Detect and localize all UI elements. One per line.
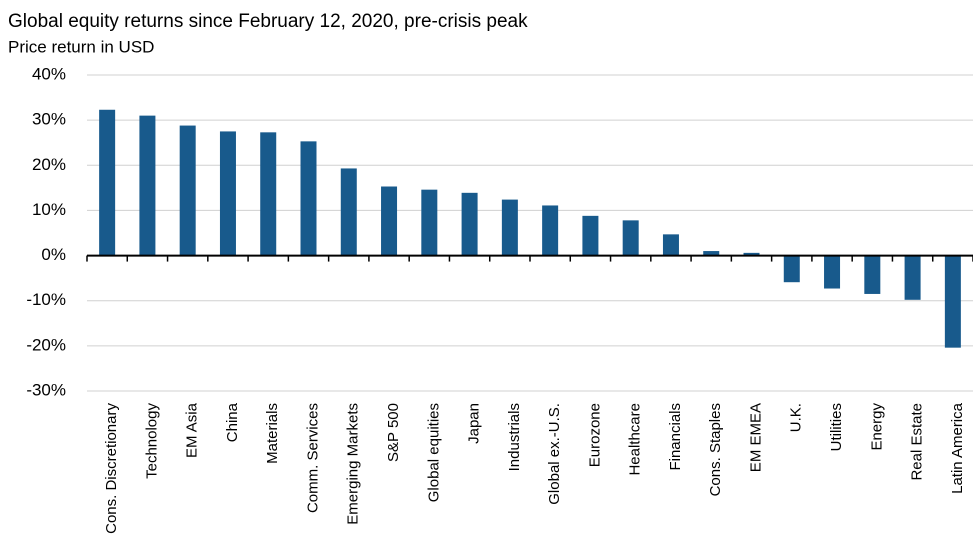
bar (219, 131, 236, 256)
x-tick-label: Materials (264, 403, 281, 464)
bar (864, 255, 881, 294)
bar (421, 189, 438, 256)
x-tick-label: Cons. Staples (707, 403, 724, 496)
bar (662, 234, 679, 256)
chart-subtitle: Price return in USD (8, 37, 154, 56)
bar (904, 255, 921, 300)
x-tick-label: Comm. Services (304, 403, 321, 513)
y-tick-label: 0% (41, 245, 66, 264)
bar (461, 192, 478, 256)
bar (582, 215, 599, 256)
bar (703, 251, 720, 256)
y-tick-label: -10% (26, 290, 66, 309)
y-tick-label: 10% (32, 200, 66, 219)
y-tick-label: 40% (32, 64, 66, 83)
bar (381, 186, 398, 256)
bar (743, 252, 760, 256)
x-tick-label: S&P 500 (385, 403, 402, 462)
x-tick-label: Energy (868, 403, 885, 451)
x-tick-label: Real Estate (909, 403, 926, 481)
y-tick-label: 20% (32, 155, 66, 174)
x-tick-label: Latin America (949, 402, 966, 494)
x-tick-label: Global equities (425, 403, 442, 502)
x-tick-label: Industrials (506, 403, 523, 471)
x-tick-label: Japan (466, 403, 483, 444)
x-tick-label: Technology (143, 403, 160, 479)
x-tick-label: Cons. Discretionary (103, 403, 120, 534)
x-tick-label: EM Asia (184, 402, 201, 458)
bar (783, 255, 800, 283)
bar (501, 199, 518, 256)
bar (139, 115, 156, 256)
y-tick-label: -30% (26, 380, 66, 399)
bar (179, 125, 196, 256)
bar (824, 255, 841, 289)
x-tick-label: U.K. (788, 403, 805, 432)
x-tick-label: China (224, 402, 241, 442)
chart-title: Global equity returns since February 12,… (8, 11, 528, 32)
x-tick-label: Financials (667, 403, 684, 471)
x-tick-label: Eurozone (586, 403, 603, 467)
y-tick-label: -20% (26, 335, 66, 354)
bar (300, 141, 317, 256)
bar (944, 255, 961, 348)
x-tick-label: Healthcare (627, 403, 644, 476)
x-tick-label: Utilities (828, 403, 845, 451)
bar (340, 168, 357, 256)
x-tick-label: EM EMEA (747, 403, 764, 472)
x-tick-label: Emerging Markets (345, 403, 362, 525)
x-tick-label: Global ex.-U.S. (546, 403, 563, 505)
bar (542, 205, 559, 256)
y-tick-label: 30% (32, 110, 66, 129)
bar (99, 109, 116, 256)
bar (622, 220, 639, 256)
bar (260, 132, 277, 256)
